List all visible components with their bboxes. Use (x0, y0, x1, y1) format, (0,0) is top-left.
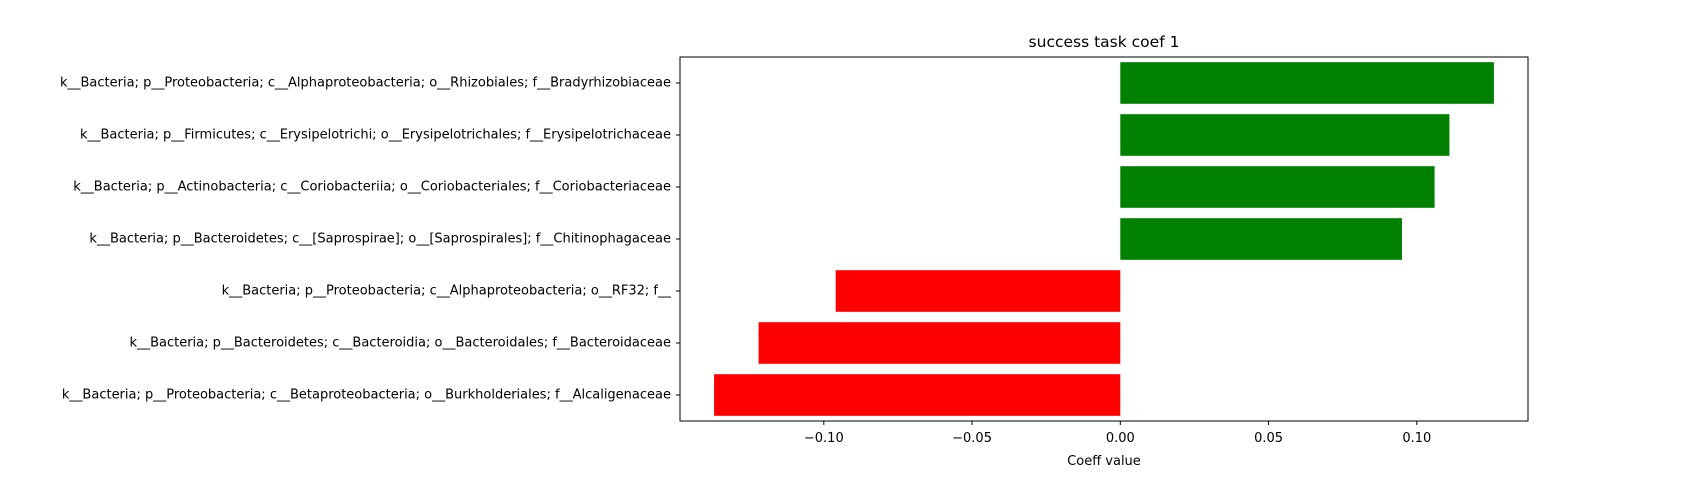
x-tick-label: 0.00 (1106, 431, 1135, 446)
x-axis-title: Coeff value (1067, 454, 1141, 469)
y-tick-label: k__Bacteria; p__Firmicutes; c__Erysipelo… (80, 128, 671, 143)
y-tick-label: k__Bacteria; p__Bacteroidetes; c__[Sapro… (89, 232, 671, 247)
y-tick-label: k__Bacteria; p__Proteobacteria; c__Alpha… (222, 284, 672, 299)
plot-frame (679, 56, 1529, 422)
y-tick-label: k__Bacteria; p__Bacteroidetes; c__Bacter… (130, 336, 671, 351)
bar (714, 374, 1121, 416)
x-ticks-layer: −0.10 −0.05 0.00 0.05 0.10 (804, 421, 1431, 446)
bar (1120, 166, 1435, 208)
y-tick-label: k__Bacteria; p__Proteobacteria; c__Betap… (62, 388, 671, 403)
chart-title: success task coef 1 (1029, 33, 1180, 51)
y-tick-label: k__Bacteria; p__Actinobacteria; c__Corio… (73, 180, 671, 195)
x-tick-label: 0.05 (1254, 431, 1283, 446)
bar (1120, 218, 1402, 260)
y-ticks-layer: k__Bacteria; p__Proteobacteria; c__Alpha… (60, 76, 680, 403)
bar (758, 322, 1121, 364)
x-tick-label: 0.10 (1402, 431, 1431, 446)
bar (835, 270, 1121, 312)
bars-layer (714, 62, 1494, 416)
bar (1120, 114, 1450, 156)
y-tick-label: k__Bacteria; p__Proteobacteria; c__Alpha… (60, 76, 671, 91)
x-tick-label: −0.10 (804, 431, 844, 446)
x-tick-label: −0.05 (952, 431, 992, 446)
bar (1120, 62, 1494, 104)
